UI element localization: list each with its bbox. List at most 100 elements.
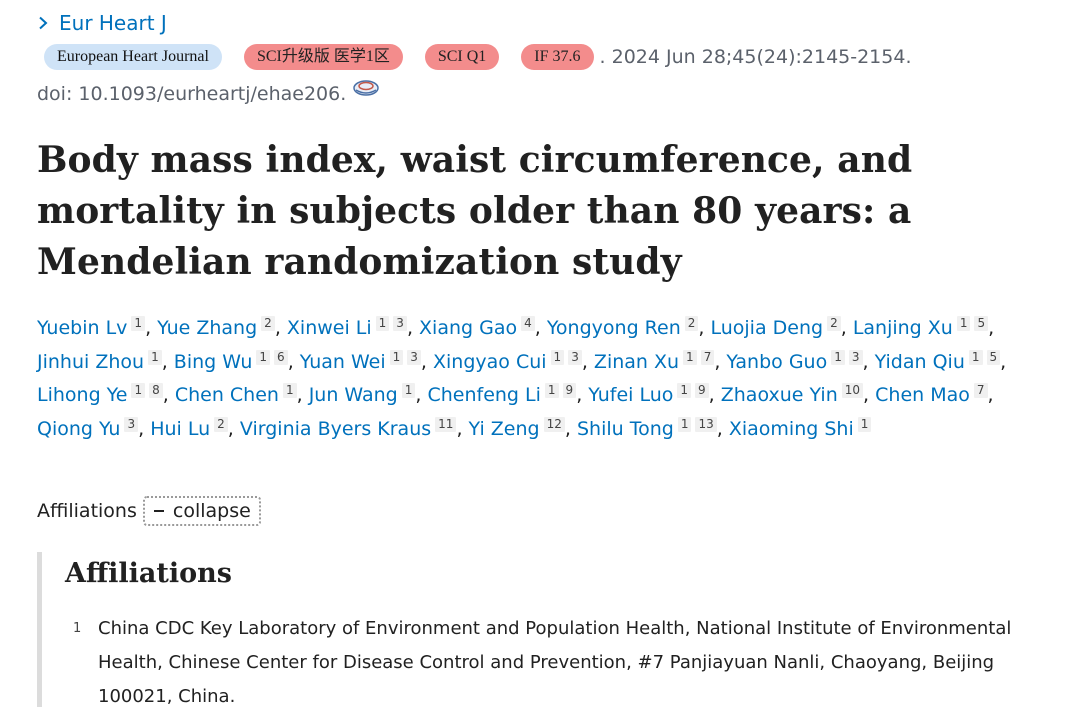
author-entry: Chenfeng Li 1 9, [427, 383, 588, 406]
affiliation-ref[interactable]: 8 [149, 383, 163, 398]
author-entry: Qiong Yu 3, [37, 416, 151, 440]
article-title: Body mass index, waist circumference, an… [37, 139, 913, 283]
author-link[interactable]: Zhaoxue Yin [720, 384, 838, 406]
author-separator: , [564, 417, 577, 440]
author-link[interactable]: Lihong Ye [37, 384, 128, 406]
affiliation-ref[interactable]: 11 [435, 416, 457, 432]
affiliation-ref[interactable]: 9 [562, 383, 577, 398]
author-entry: Lanjing Xu 1 5, [852, 316, 994, 339]
author-link[interactable]: Jun Wang [308, 384, 398, 406]
affiliation-ref[interactable]: 1 [968, 349, 983, 365]
affiliation-ref[interactable]: 4 [521, 316, 535, 331]
affiliation-ref[interactable]: 1 [544, 383, 559, 398]
affiliation-ref[interactable]: 1 [831, 349, 845, 365]
author-link[interactable]: Yuebin Lv [37, 317, 128, 339]
author-entry: Yongyong Ren 2, [546, 316, 711, 339]
affiliation-ref[interactable]: 2 [827, 316, 841, 331]
affiliation-ref[interactable]: 1 [148, 349, 162, 365]
affiliation-ref[interactable]: 3 [393, 316, 407, 331]
author-entry: Xiaoming Shi 1 [728, 416, 872, 440]
collapse-affiliations-button[interactable]: collapse [142, 496, 261, 526]
affiliation-ref[interactable]: 2 [684, 316, 699, 331]
author-link[interactable]: Yuan Wei [299, 350, 386, 373]
author-entry: Xingyao Cui 1 3, [433, 349, 594, 373]
affiliation-ref[interactable]: 13 [695, 416, 717, 432]
affiliation-ref[interactable]: 5 [974, 316, 989, 331]
affiliation-ref[interactable]: 9 [695, 383, 709, 398]
minus-icon [153, 500, 165, 522]
affiliation-ref[interactable]: 3 [124, 416, 139, 432]
journal-short-link[interactable]: Eur Heart J [59, 11, 167, 35]
author-link[interactable]: Chen Chen [174, 384, 279, 406]
affiliation-ref[interactable]: 1 [375, 316, 390, 331]
affiliation-ref[interactable]: 1 [857, 416, 872, 432]
affiliation-ref[interactable]: 3 [848, 349, 863, 365]
author-link[interactable]: Luojia Deng [710, 317, 824, 339]
doi-link-icon[interactable] [352, 77, 380, 104]
doi-text[interactable]: doi: 10.1093/eurheartj/ehae206. [37, 83, 347, 105]
journal-full-badge[interactable]: European Heart Journal [44, 44, 222, 70]
author-entry: Yue Zhang 2, [157, 316, 287, 339]
author-entry: Luojia Deng 2, [710, 316, 852, 339]
author-link[interactable]: Qiong Yu [37, 417, 121, 440]
author-link[interactable]: Yue Zhang [157, 317, 258, 339]
author-link[interactable]: Hui Lu [150, 417, 211, 440]
author-entry: Hui Lu 2, [150, 416, 240, 440]
author-link[interactable]: Yanbo Guo [726, 350, 828, 373]
affiliation-ref[interactable]: 1 [956, 316, 971, 331]
author-link[interactable]: Lanjing Xu [852, 317, 953, 339]
author-link[interactable]: Yongyong Ren [546, 317, 681, 339]
author-separator: , [138, 417, 151, 440]
affiliation-ref[interactable]: 2 [214, 416, 228, 432]
affiliation-ref[interactable]: 1 [677, 416, 692, 432]
affiliation-ref[interactable]: 7 [973, 383, 988, 398]
author-link[interactable]: Zinan Xu [593, 350, 680, 373]
affiliation-ref[interactable]: 1 [683, 349, 697, 365]
author-link[interactable]: Yidan Qiu [874, 350, 965, 373]
author-entry: Shilu Tong 1 13, [576, 416, 729, 440]
affiliation-ref[interactable]: 1 [389, 349, 404, 365]
author-separator: , [287, 350, 300, 373]
affiliation-ref[interactable]: 1 [677, 383, 692, 398]
affiliation-ref[interactable]: 2 [261, 316, 275, 331]
author-entry: Chen Chen 1, [174, 383, 309, 406]
author-entry: Xiang Gao 4, [419, 316, 547, 339]
affiliation-ref[interactable]: 1 [256, 349, 271, 365]
author-separator: , [296, 384, 309, 406]
sci-quartile-badge[interactable]: SCI Q1 [424, 44, 500, 70]
author-link[interactable]: Xiang Gao [419, 317, 518, 339]
affiliation-ref[interactable]: 12 [543, 416, 565, 432]
author-link[interactable]: Virginia Byers Kraus [239, 417, 432, 440]
author-link[interactable]: Chen Mao [875, 384, 970, 406]
author-link[interactable]: Bing Wu [173, 350, 253, 373]
affiliation-ref[interactable]: 1 [282, 383, 297, 398]
author-entry: Yidan Qiu 1 5, [874, 349, 1006, 373]
author-link[interactable]: Yi Zeng [468, 417, 540, 440]
author-separator: , [716, 417, 729, 440]
journal-link-row[interactable]: Eur Heart J [37, 11, 167, 35]
affiliation-ref[interactable]: 10 [841, 383, 864, 398]
author-separator: , [274, 317, 287, 339]
affiliation-ref[interactable]: 1 [401, 383, 416, 398]
affiliation-ref[interactable]: 1 [131, 383, 146, 398]
author-entry: Jinhui Zhou 1, [37, 349, 174, 373]
author-link[interactable]: Shilu Tong [576, 417, 674, 440]
affiliation-ref[interactable]: 3 [568, 349, 582, 365]
affiliation-ref[interactable]: 5 [986, 349, 1001, 365]
author-separator: , [581, 350, 594, 373]
affiliation-ref[interactable]: 1 [131, 316, 146, 331]
affiliation-ref[interactable]: 1 [550, 349, 565, 365]
author-entry: Jun Wang 1, [308, 383, 428, 406]
affiliation-ref[interactable]: 6 [274, 349, 288, 365]
impact-factor-badge[interactable]: IF 37.6 [521, 44, 594, 70]
author-entry: Xinwei Li 1 3, [286, 316, 419, 339]
author-link[interactable]: Jinhui Zhou [37, 350, 145, 373]
author-link[interactable]: Xinwei Li [286, 317, 372, 339]
sci-level-badge[interactable]: SCI升级版 医学1区 [243, 44, 403, 70]
author-link[interactable]: Xiaoming Shi [728, 417, 854, 440]
affiliation-ref[interactable]: 3 [407, 349, 421, 365]
author-link[interactable]: Yufei Luo [588, 384, 674, 406]
affiliation-ref[interactable]: 7 [700, 349, 715, 365]
author-link[interactable]: Xingyao Cui [433, 350, 547, 373]
author-link[interactable]: Chenfeng Li [427, 384, 541, 406]
